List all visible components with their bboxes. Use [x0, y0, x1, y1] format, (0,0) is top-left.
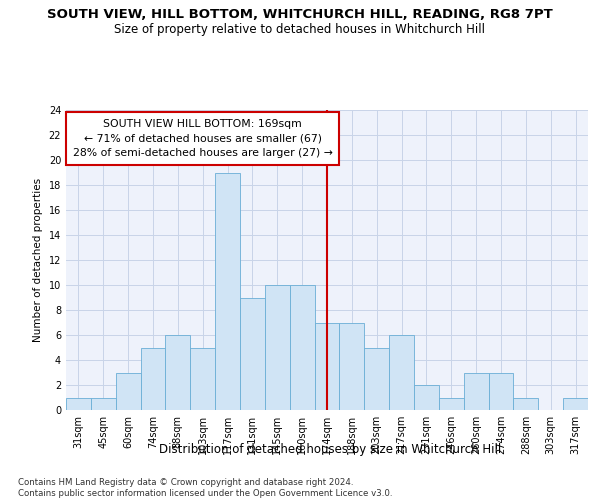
- Bar: [91, 398, 116, 410]
- Bar: [439, 398, 464, 410]
- Bar: [290, 285, 314, 410]
- Bar: [514, 398, 538, 410]
- Bar: [563, 398, 588, 410]
- Bar: [340, 322, 364, 410]
- Bar: [66, 398, 91, 410]
- Bar: [488, 372, 514, 410]
- Text: Contains HM Land Registry data © Crown copyright and database right 2024.
Contai: Contains HM Land Registry data © Crown c…: [18, 478, 392, 498]
- Text: Distribution of detached houses by size in Whitchurch Hill: Distribution of detached houses by size …: [159, 442, 501, 456]
- Text: Size of property relative to detached houses in Whitchurch Hill: Size of property relative to detached ho…: [115, 22, 485, 36]
- Bar: [314, 322, 340, 410]
- Bar: [364, 348, 389, 410]
- Bar: [116, 372, 140, 410]
- Y-axis label: Number of detached properties: Number of detached properties: [33, 178, 43, 342]
- Bar: [414, 385, 439, 410]
- Bar: [190, 348, 215, 410]
- Bar: [166, 335, 190, 410]
- Bar: [265, 285, 290, 410]
- Bar: [215, 172, 240, 410]
- Bar: [140, 348, 166, 410]
- Bar: [240, 298, 265, 410]
- Text: SOUTH VIEW HILL BOTTOM: 169sqm
← 71% of detached houses are smaller (67)
28% of : SOUTH VIEW HILL BOTTOM: 169sqm ← 71% of …: [73, 118, 332, 158]
- Bar: [389, 335, 414, 410]
- Text: SOUTH VIEW, HILL BOTTOM, WHITCHURCH HILL, READING, RG8 7PT: SOUTH VIEW, HILL BOTTOM, WHITCHURCH HILL…: [47, 8, 553, 20]
- Bar: [464, 372, 488, 410]
